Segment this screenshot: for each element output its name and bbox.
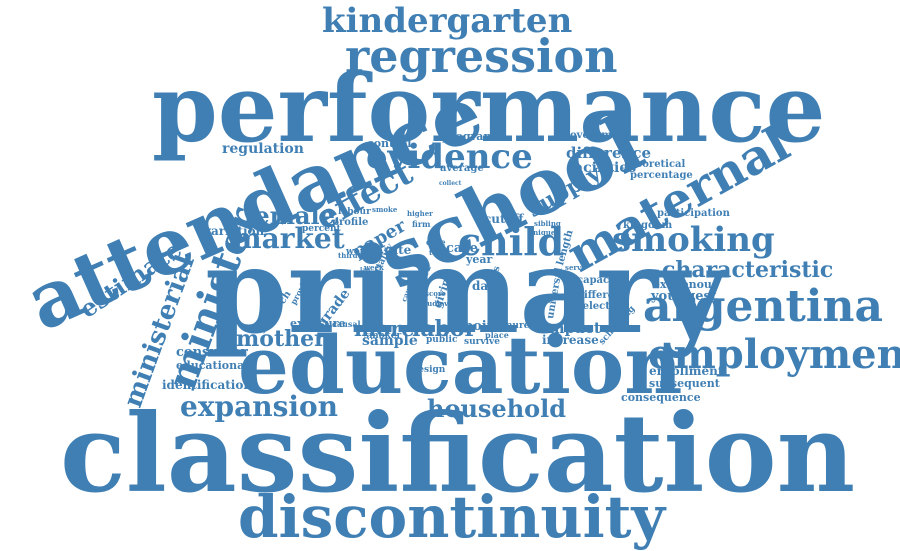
word-educational: educational <box>176 360 248 371</box>
word-smoke: smoke <box>372 206 397 213</box>
word-kingdom: kingdom <box>623 221 672 231</box>
word-capacity: capacity <box>577 276 623 286</box>
word-variation: variation <box>204 225 264 237</box>
word-public: public <box>426 336 457 345</box>
word-youngest: youngest <box>651 290 717 303</box>
word-theoretical: theoretical <box>624 160 685 170</box>
word-selection: selection <box>577 302 628 312</box>
word-discontinuity: discontinuity <box>238 488 665 546</box>
word-labour: labour <box>338 208 371 217</box>
word-increase: increase <box>542 334 599 346</box>
word-control: control <box>367 138 411 149</box>
word-causal: causal <box>332 320 361 328</box>
word-enrollment: enrollment <box>649 365 723 377</box>
word-average: average <box>440 164 484 174</box>
word-cutoff: cutoff <box>484 213 523 225</box>
word-place: place <box>485 331 509 339</box>
word-date: date <box>426 238 446 246</box>
word-sibling: sibling <box>534 220 561 227</box>
word-regulation: regulation <box>222 142 304 156</box>
word-unique: unique <box>528 229 555 236</box>
word-lag: lag <box>360 268 370 274</box>
word-collect: collect <box>439 181 461 187</box>
word-higher: higher <box>407 210 433 217</box>
word-firm: firm <box>412 220 431 228</box>
word-different: different <box>577 291 626 301</box>
word-design: design <box>412 366 445 375</box>
word-subsequent: subsequent <box>649 378 720 389</box>
word-mother: mother <box>236 328 326 350</box>
word-participation: participation <box>657 209 730 219</box>
word-profile: profile <box>332 218 368 228</box>
word-percentage: percentage <box>630 171 693 181</box>
word-consumer: consumer <box>176 346 248 359</box>
word-program: program <box>442 131 495 142</box>
word-test: test <box>429 249 444 256</box>
word-serve: serve <box>565 264 586 271</box>
word-identification: identification <box>162 379 252 391</box>
word-consequence: consequence <box>621 392 701 403</box>
word-third: third <box>338 252 358 259</box>
word-year: year <box>466 254 492 265</box>
word-government: government <box>563 131 630 141</box>
word-sample: sample <box>362 334 418 348</box>
word-exogenous: exogenous <box>653 279 718 290</box>
